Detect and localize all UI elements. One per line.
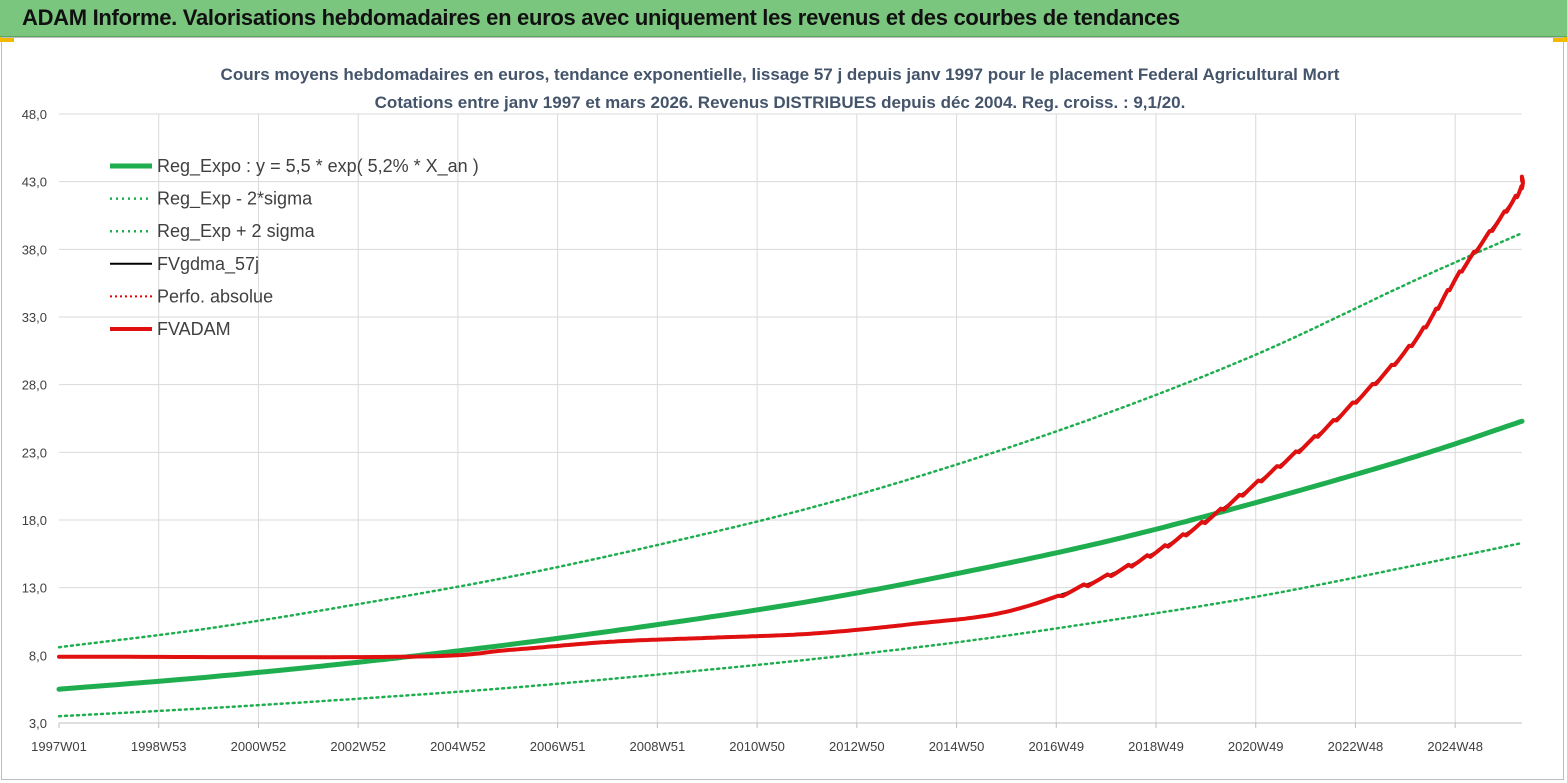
legend-label-3: FVgdma_57j (157, 254, 259, 275)
series-line-2 (57, 231, 1524, 649)
x-tick-label: 2012W50 (829, 739, 885, 754)
y-tick-label: 3,0 (29, 716, 47, 731)
series-line-5 (57, 174, 1525, 660)
chart-grid (58, 113, 1522, 728)
x-tick-label: 1997W01 (31, 739, 87, 754)
x-tick-label: 2024W48 (1427, 739, 1483, 754)
y-tick-label: 28,0 (22, 378, 47, 393)
x-tick-label: 1998W53 (131, 739, 187, 754)
x-tick-label: 2006W51 (530, 739, 586, 754)
y-tick-label: 48,0 (22, 107, 47, 122)
legend-label-1: Reg_Exp - 2*sigma (157, 189, 313, 210)
x-tick-label: 2010W50 (729, 739, 785, 754)
legend-label-0: Reg_Expo : y = 5,5 * exp( 5,2% * X_an ) (157, 156, 479, 177)
x-tick-label: 2008W51 (630, 739, 686, 754)
x-tick-label: 2002W52 (330, 739, 386, 754)
banner-corner-right (1553, 37, 1567, 42)
chart-subtitle: Cotations entre janv 1997 et mars 2026. … (375, 93, 1186, 112)
series-layer (56, 174, 1525, 718)
x-tick-label: 2000W52 (231, 739, 287, 754)
banner-corner-left (0, 37, 14, 42)
series-line-1 (57, 541, 1524, 718)
report-banner: ADAM Informe. Valorisations hebdomadaire… (0, 0, 1567, 37)
x-tick-label: 2004W52 (430, 739, 486, 754)
report-title: ADAM Informe. Valorisations hebdomadaire… (22, 5, 1180, 30)
chart-title: Cours moyens hebdomadaires en euros, ten… (221, 65, 1340, 84)
x-tick-label: 2014W50 (929, 739, 985, 754)
legend-label-5: FVADAM (157, 319, 231, 339)
x-tick-label: 2016W49 (1028, 739, 1084, 754)
legend-label-4: Perfo. absolue (157, 286, 273, 306)
x-tick-label: 2018W49 (1128, 739, 1184, 754)
chart-legend: Reg_Expo : y = 5,5 * exp( 5,2% * X_an ) R… (110, 156, 479, 339)
y-tick-label: 18,0 (22, 513, 47, 528)
series-line-0 (56, 418, 1525, 692)
y-tick-label: 23,0 (22, 445, 47, 460)
y-tick-label: 8,0 (29, 648, 47, 663)
y-axis-ticks: 3,0 8,0 13,0 18,0 23,0 28,0 33,0 38,0 43,0 48,0 (22, 107, 47, 731)
y-tick-label: 43,0 (22, 175, 47, 190)
y-tick-label: 13,0 (22, 581, 47, 596)
chart-frame (1, 37, 1564, 780)
x-axis-ticks: 1997W01 1998W53 2000W52 2002W52 2004W52 2006W… (31, 739, 1483, 754)
legend-label-2: Reg_Exp + 2 sigma (157, 221, 316, 242)
y-tick-label: 33,0 (22, 310, 47, 325)
x-tick-label: 2022W48 (1328, 739, 1384, 754)
y-tick-label: 38,0 (22, 242, 47, 257)
x-tick-label: 2020W49 (1228, 739, 1284, 754)
